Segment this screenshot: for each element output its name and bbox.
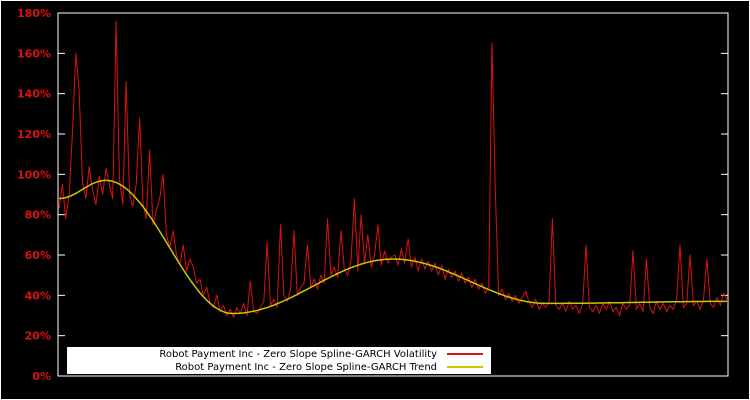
- plot-border: [57, 12, 729, 377]
- legend-row-volatility: Robot Payment Inc - Zero Slope Spline-GA…: [67, 348, 491, 361]
- legend-row-trend: Robot Payment Inc - Zero Slope Spline-GA…: [67, 361, 491, 374]
- y-tick-label: 160%: [17, 47, 51, 60]
- y-tick-label: 40%: [25, 289, 51, 302]
- legend-label-volatility: Robot Payment Inc - Zero Slope Spline-GA…: [159, 348, 437, 360]
- y-tick-label: 140%: [17, 88, 51, 101]
- volatility-line: [58, 20, 728, 318]
- trend-line: [59, 179, 727, 315]
- legend: Robot Payment Inc - Zero Slope Spline-GA…: [67, 347, 491, 374]
- legend-line-volatility-icon: [447, 353, 483, 355]
- y-tick-label: 20%: [25, 330, 51, 343]
- y-tick-label: 100%: [17, 168, 51, 181]
- y-tick-label: 60%: [25, 249, 51, 262]
- legend-label-trend: Robot Payment Inc - Zero Slope Spline-GA…: [175, 361, 437, 373]
- y-tick-label: 180%: [17, 7, 51, 20]
- legend-line-trend-icon: [447, 366, 483, 368]
- y-tick-label: 120%: [17, 128, 51, 141]
- y-tick-label: 80%: [25, 209, 51, 222]
- y-tick-label: 0%: [32, 370, 51, 383]
